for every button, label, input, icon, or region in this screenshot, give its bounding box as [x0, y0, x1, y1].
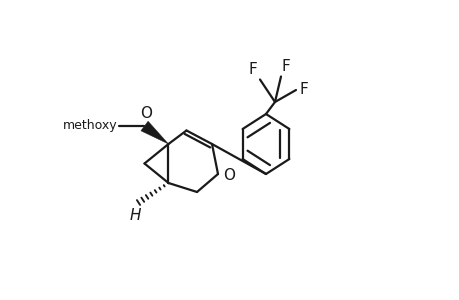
Text: F: F — [248, 62, 257, 77]
Text: methoxy: methoxy — [63, 119, 117, 133]
Polygon shape — [140, 121, 168, 144]
Text: F: F — [299, 82, 308, 98]
Text: H: H — [129, 208, 141, 223]
Text: O: O — [223, 168, 235, 183]
Text: F: F — [281, 59, 290, 74]
Text: O: O — [140, 106, 151, 121]
